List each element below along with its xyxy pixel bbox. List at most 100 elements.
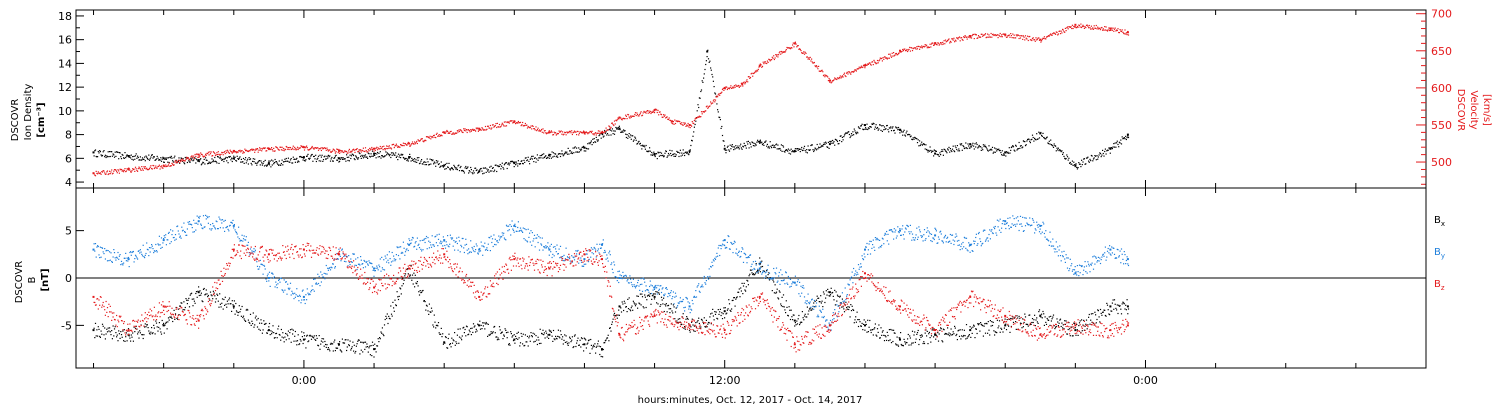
by-point-26 (969, 243, 972, 246)
bz-point-21 (793, 343, 796, 346)
bx-point-19 (723, 310, 726, 313)
velocity-point-9 (408, 142, 411, 145)
bz-point-20 (758, 295, 761, 298)
time-tick-label-1: 12:00 (709, 374, 741, 387)
bx-point-13 (548, 333, 551, 336)
top-panel-data (92, 23, 1130, 177)
bz-point-22 (828, 324, 831, 327)
time-axis-title: hours:minutes, Oct. 12, 2017 - Oct. 14, … (638, 395, 863, 406)
bx-point-0 (92, 329, 95, 332)
legend-bx-subscript: x (1441, 220, 1445, 228)
by-point-20 (758, 267, 761, 270)
density-tick-label-7: 18 (58, 10, 72, 23)
density-point-6 (302, 156, 305, 159)
by-point-13 (548, 248, 551, 251)
velocity-point-24 (828, 79, 831, 82)
bx-point-17 (653, 295, 656, 298)
bz-point-17 (653, 314, 656, 317)
by-point-21 (793, 281, 796, 284)
density-point-29 (1039, 132, 1042, 135)
velocity-axis-ticks: 500 550 600 650 700 (1416, 8, 1452, 185)
field-tick-label-0: -5 (61, 319, 72, 332)
density-point-1 (127, 155, 130, 157)
density-point-14 (583, 146, 586, 149)
density-tick-label-6: 16 (58, 34, 72, 47)
density-dots (93, 49, 1130, 175)
by-point-27 (1004, 220, 1007, 223)
density-point-3 (197, 159, 200, 162)
time-tick-label-0: 0:00 (292, 374, 317, 387)
density-point-25 (899, 128, 901, 131)
velocity-point-8 (373, 147, 376, 150)
velocity-point-27 (934, 42, 937, 45)
by-point-3 (197, 220, 200, 223)
bx-point-20 (758, 262, 761, 265)
bx-point-24 (899, 338, 901, 341)
density-point-16 (618, 127, 621, 130)
velocity-point-12 (513, 120, 516, 123)
by-point-28 (1039, 224, 1042, 227)
velocity-point-17 (653, 109, 656, 112)
by-point-1 (127, 258, 130, 261)
velocity-point-0 (92, 172, 95, 175)
bz-point-14 (583, 253, 586, 256)
density-point-9 (408, 156, 411, 159)
velocity-point-2 (162, 164, 165, 167)
bottom-panel-data (92, 214, 1130, 358)
density-point-31 (1109, 147, 1112, 150)
velocity-point-10 (443, 131, 446, 134)
velocity-tick-label-3: 650 (1431, 45, 1452, 58)
density-point-28 (1004, 151, 1007, 154)
density-velocity-panel: 4 6 8 10 12 14 16 18 500 550 600 650 700 DSCOVR Ion… (10, 8, 1492, 189)
by-point-5 (267, 277, 270, 279)
by-point-15 (601, 243, 603, 246)
velocity-point-1 (127, 168, 130, 171)
velocity-point-18 (671, 120, 674, 123)
field-axis-ticks: -5 0 5 (61, 225, 84, 332)
bx-point-12 (513, 338, 516, 341)
by-point-23 (864, 248, 866, 251)
density-point-2 (162, 157, 165, 160)
bz-point-3 (197, 319, 200, 322)
time-tick-label-2: 0:00 (1133, 374, 1158, 387)
density-point-32 (1126, 133, 1129, 136)
bz-point-27 (1004, 314, 1007, 317)
bz-point-23 (864, 272, 866, 275)
density-axis-ticks: 4 6 8 10 12 14 16 18 (58, 10, 84, 189)
bz-point-18 (688, 324, 691, 327)
velocity-point-33 (1126, 31, 1129, 34)
density-point-21 (758, 140, 761, 143)
bx-point-21 (793, 319, 796, 322)
density-point-0 (92, 151, 95, 154)
velocity-point-21 (741, 83, 744, 86)
legend-by: By (1434, 247, 1445, 260)
by-point-10 (443, 239, 446, 242)
by-point-4 (232, 224, 235, 227)
bx-point-14 (583, 343, 586, 346)
velocity-point-19 (688, 124, 691, 126)
by-point-30 (1109, 248, 1112, 251)
velocity-point-7 (338, 149, 340, 152)
bz-point-6 (302, 248, 305, 251)
velocity-point-15 (601, 131, 603, 134)
bx-point-26 (969, 329, 972, 332)
density-tick-label-4: 12 (58, 81, 72, 94)
bz-point-30 (1109, 329, 1112, 332)
velocity-point-20 (723, 86, 726, 89)
velocity-point-6 (302, 146, 305, 149)
density-tick-label-0: 4 (65, 176, 72, 189)
bz-point-31 (1126, 324, 1129, 327)
bz-point-0 (92, 295, 95, 298)
by-point-11 (478, 248, 481, 251)
by-point-25 (934, 234, 937, 237)
velocity-point-30 (1039, 38, 1042, 41)
bx-point-11 (478, 324, 481, 327)
field-axis-title-line1: DSCOVR (14, 261, 25, 304)
density-point-26 (934, 152, 937, 155)
by-point-9 (408, 243, 411, 246)
velocity-point-16 (618, 116, 621, 119)
density-point-11 (478, 170, 481, 173)
velocity-point-14 (583, 131, 586, 134)
by-point-16 (618, 277, 621, 279)
